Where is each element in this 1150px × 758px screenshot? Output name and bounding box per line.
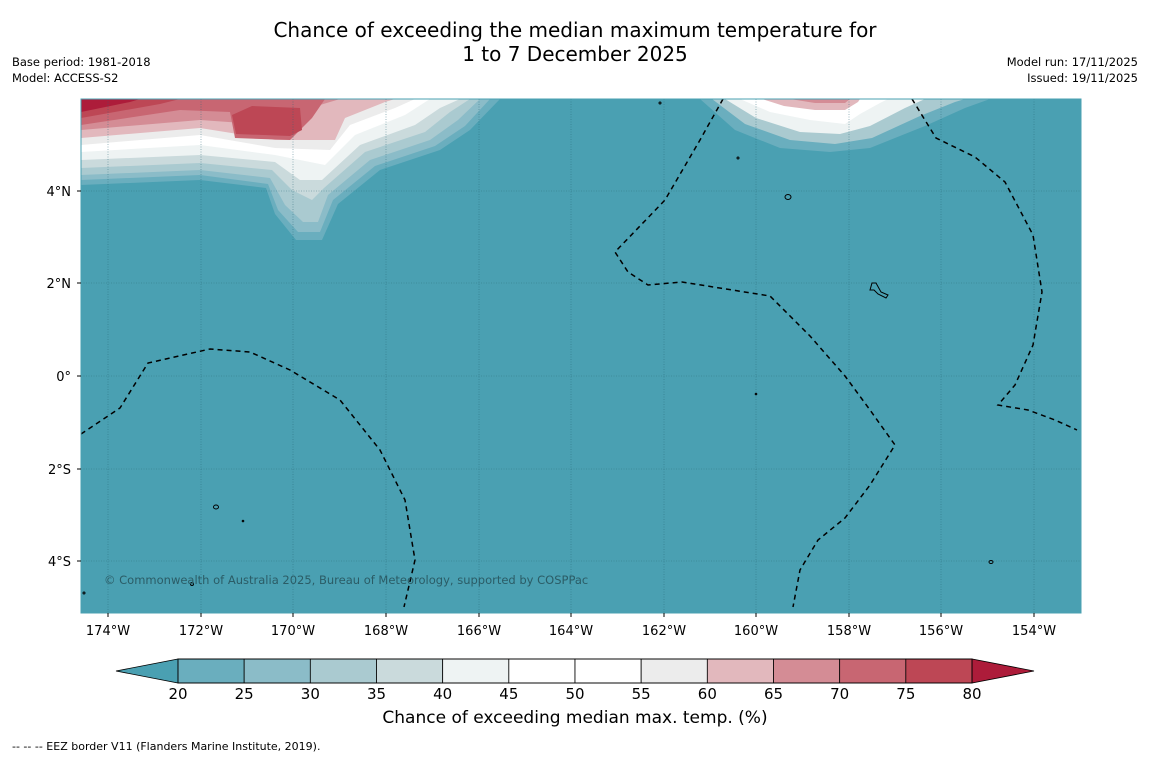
colorbar-tick-labels: 20 25 30 35 40 45 50 55 60 65 70 75 80 <box>168 685 981 700</box>
issued-date: Issued: 19/11/2025 <box>1027 71 1138 85</box>
colorbar-tick-label: 75 <box>896 685 915 700</box>
contour-band-75 <box>81 99 302 136</box>
map-frame <box>80 98 1082 614</box>
title-line-1: Chance of exceeding the median maximum t… <box>273 18 877 42</box>
island-2 <box>869 282 889 299</box>
lon-label: 160°W <box>734 624 778 639</box>
title-line-2: 1 to 7 December 2025 <box>462 42 688 66</box>
colorbar-segment <box>243 658 311 684</box>
lon-label: 164°W <box>549 624 593 639</box>
lon-label: 174°W <box>86 624 130 639</box>
lon-label: 162°W <box>642 624 686 639</box>
lon-label: 154°W <box>1012 624 1056 639</box>
colorbar-segment <box>839 658 907 684</box>
colorbar-segment <box>706 658 774 684</box>
lat-label: 4°S <box>48 555 71 570</box>
colorbar-segment <box>905 658 973 684</box>
lat-label: 0° <box>56 370 71 385</box>
lon-label: 172°W <box>179 624 223 639</box>
colorbar-segment <box>640 658 708 684</box>
island-6 <box>658 101 662 105</box>
colorbar-tick-label: 25 <box>235 685 254 700</box>
colorbar-segment <box>442 658 510 684</box>
island-5 <box>736 156 740 160</box>
lon-label: 158°W <box>827 624 871 639</box>
island-8 <box>754 392 758 396</box>
island-10 <box>82 591 86 595</box>
eez-footnote: -- -- -- EEZ border V11 (Flanders Marine… <box>12 740 321 753</box>
chart-title: Chance of exceeding the median maximum t… <box>0 18 1150 66</box>
colorbar-tick-label: 30 <box>301 685 320 700</box>
colorbar-segment <box>508 658 576 684</box>
island-4 <box>988 560 994 564</box>
colorbar-label: Chance of exceeding median max. temp. (%… <box>382 708 768 728</box>
eez-borders <box>81 99 1078 608</box>
anomaly-contours <box>81 99 990 240</box>
lon-label: 170°W <box>271 624 315 639</box>
colorbar-tick-label: 35 <box>367 685 386 700</box>
colorbar-tick-label: 40 <box>433 685 452 700</box>
colorbar-high-extend <box>971 658 1035 684</box>
islands <box>82 101 994 595</box>
model-name: Model: ACCESS-S2 <box>12 71 119 85</box>
colorbar-segment <box>309 658 377 684</box>
base-period: Base period: 1981-2018 <box>12 55 151 69</box>
island-7 <box>241 519 245 523</box>
colorbar: 20 25 30 35 40 45 50 55 60 65 70 75 80 <box>115 658 1035 700</box>
colorbar-segments <box>177 658 973 684</box>
colorbar-segment <box>773 658 841 684</box>
meta-left: Base period: 1981-2018 Model: ACCESS-S2 <box>12 54 151 86</box>
colorbar-tick-label: 80 <box>962 685 981 700</box>
model-run: Model run: 17/11/2025 <box>1006 55 1138 69</box>
colorbar-tick-label: 50 <box>565 685 584 700</box>
lon-label: 156°W <box>919 624 963 639</box>
contour-band-80 <box>81 99 140 112</box>
lon-ticks <box>107 613 1035 617</box>
lon-label: 166°W <box>457 624 501 639</box>
island-9 <box>190 582 194 586</box>
graticule <box>81 99 1081 613</box>
lat-label: 2°N <box>47 277 72 292</box>
lat-ticks <box>77 190 81 562</box>
lat-label: 4°N <box>47 185 72 200</box>
colorbar-frame <box>177 658 973 684</box>
map-figure: © Commonwealth of Australia 2025, Bureau… <box>47 98 1082 700</box>
colorbar-segment <box>574 658 642 684</box>
colorbar-tick-label: 65 <box>764 685 783 700</box>
contour-band-ne-65 <box>790 99 850 103</box>
lon-label: 168°W <box>364 624 408 639</box>
colorbar-tick-label: 20 <box>168 685 187 700</box>
lat-label: 2°S <box>48 463 71 478</box>
colorbar-segment <box>177 658 245 684</box>
colorbar-tick-label: 60 <box>698 685 717 700</box>
colorbar-tick-label: 55 <box>632 685 651 700</box>
island-1 <box>784 194 792 200</box>
colorbar-tick-label: 70 <box>830 685 849 700</box>
colorbar-segment <box>376 658 444 684</box>
meta-right: Model run: 17/11/2025 Issued: 19/11/2025 <box>1007 54 1138 86</box>
copyright-text: © Commonwealth of Australia 2025, Bureau… <box>104 573 588 587</box>
colorbar-tick-label: 45 <box>499 685 518 700</box>
island-3 <box>213 504 219 510</box>
colorbar-low-extend <box>115 658 179 684</box>
